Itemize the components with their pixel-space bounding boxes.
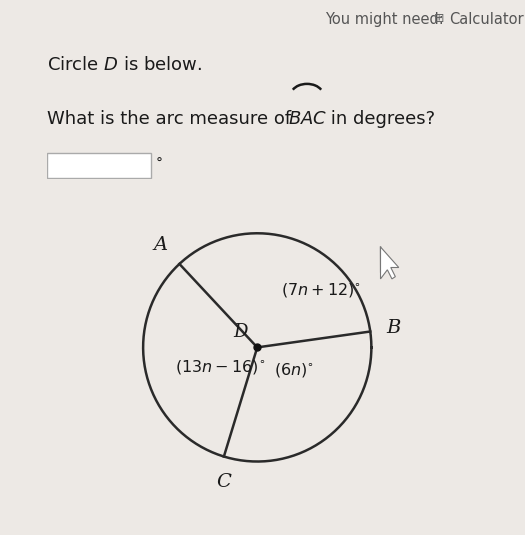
Text: B: B	[386, 319, 401, 337]
Polygon shape	[381, 247, 399, 279]
Text: in degrees?: in degrees?	[325, 110, 435, 128]
Text: $(13n-16)^{\circ}$: $(13n-16)^{\circ}$	[175, 358, 266, 376]
Text: °: °	[156, 157, 163, 171]
Text: Circle $D$ is below.: Circle $D$ is below.	[47, 56, 203, 74]
Text: C: C	[216, 472, 232, 491]
Text: Calculator: Calculator	[449, 12, 523, 27]
Text: A: A	[154, 235, 168, 254]
Text: You might need:: You might need:	[326, 12, 444, 27]
Text: ⊞: ⊞	[434, 12, 445, 25]
Text: What is the arc measure of: What is the arc measure of	[47, 110, 297, 128]
Text: D: D	[234, 323, 248, 341]
Text: $BAC$: $BAC$	[288, 110, 327, 128]
Text: $(6n)^{\circ}$: $(6n)^{\circ}$	[275, 361, 314, 379]
Text: $(7n+12)^{\circ}$: $(7n+12)^{\circ}$	[281, 281, 361, 299]
FancyBboxPatch shape	[47, 154, 151, 178]
